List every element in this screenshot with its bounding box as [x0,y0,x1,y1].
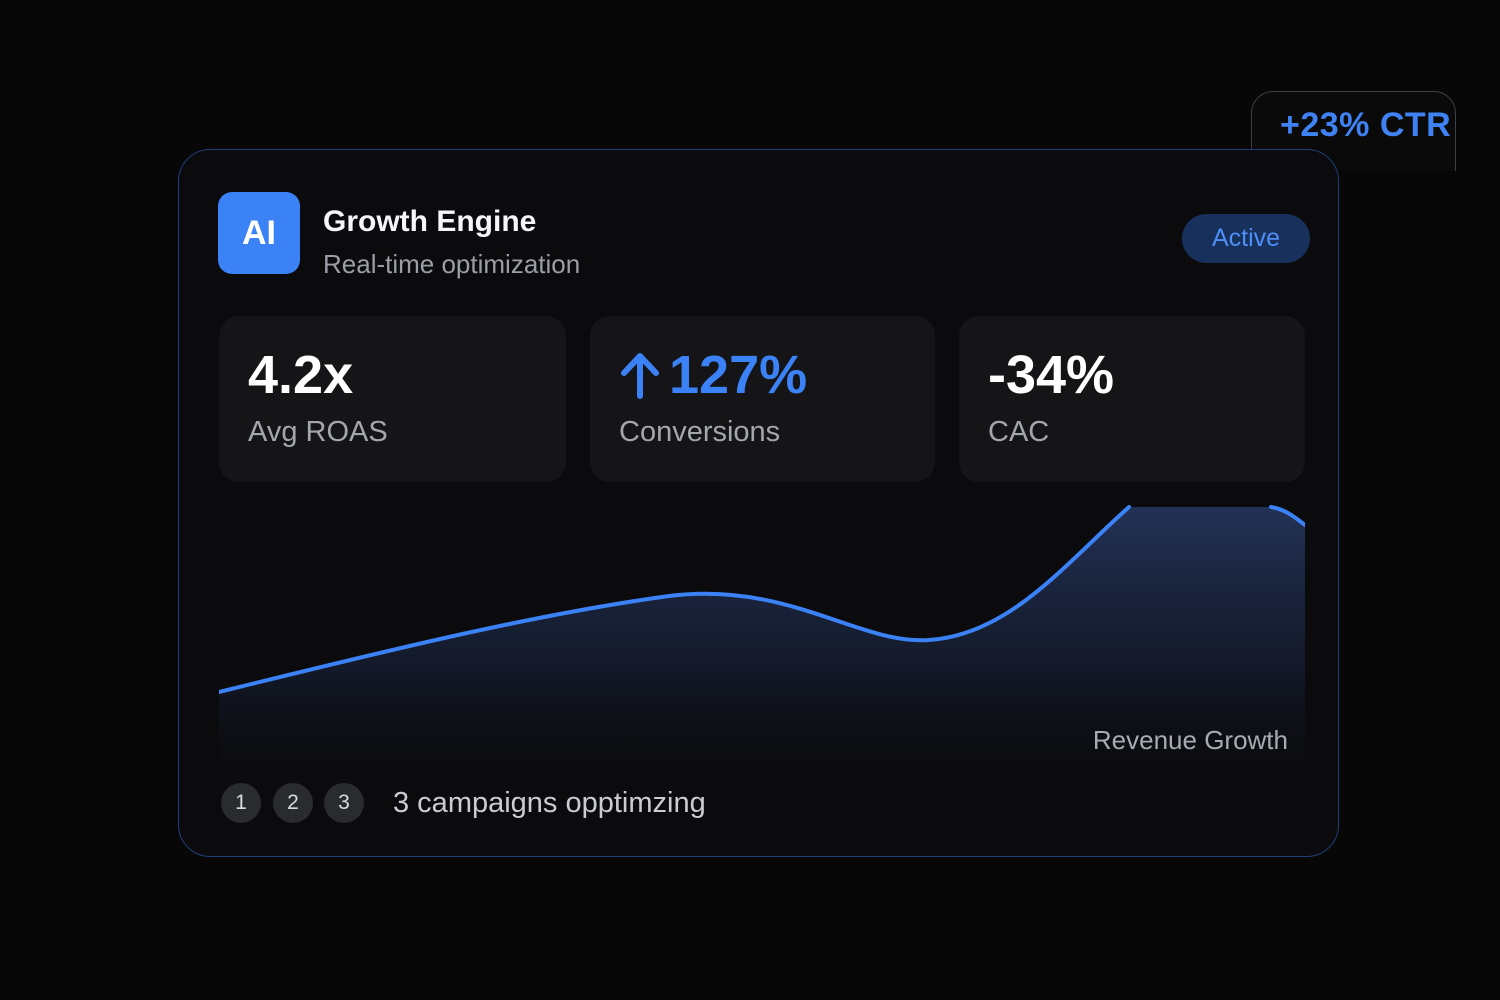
card-title: Growth Engine [323,205,537,238]
metric-card-cac[interactable]: -34% CAC [959,316,1305,482]
metric-value: -34% [988,345,1115,405]
card-subtitle: Real-time optimization [323,249,581,279]
metric-card-roas[interactable]: 4.2x Avg ROAS [219,316,566,482]
campaign-step-2[interactable]: 2 [273,783,313,823]
revenue-growth-chart [219,505,1305,805]
campaign-step-3[interactable]: 3 [324,783,364,823]
status-badge[interactable]: Active [1182,214,1310,263]
metric-value-row: 127% [619,344,807,406]
ai-logo: AI [218,192,300,274]
metric-value: 127% [669,345,808,405]
metric-label: Avg ROAS [248,416,388,448]
metric-label: Conversions [619,416,781,448]
arrow-up-icon [621,353,659,399]
metric-value: 4.2x [248,345,354,405]
metric-card-conversions[interactable]: 127% Conversions [590,316,935,482]
chart-area [219,507,1305,805]
chart-line [219,505,1305,694]
growth-engine-card: AI Growth Engine Real-time optimization … [178,149,1339,857]
metric-label: CAC [988,416,1050,448]
campaign-status-text: 3 campaigns opptimzing [393,787,706,819]
chart-caption: Revenue Growth [1092,725,1288,755]
campaign-step-1[interactable]: 1 [221,783,261,823]
ctr-badge-text: +23% CTR [1280,106,1452,144]
